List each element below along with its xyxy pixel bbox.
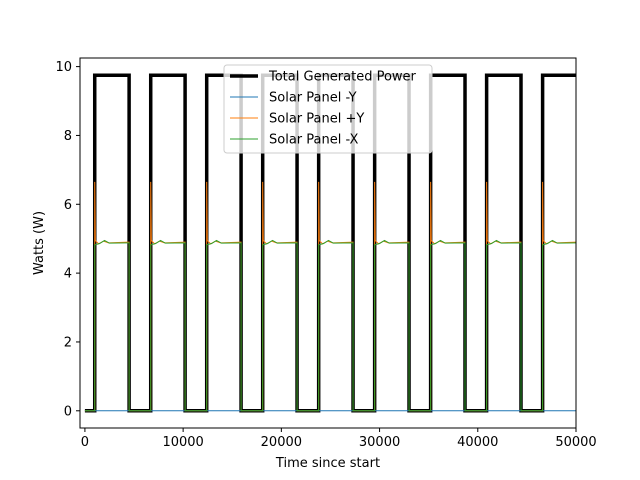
x-tick-label: 40000 — [457, 435, 498, 450]
y-tick-label: 0 — [64, 404, 72, 419]
x-tick-label: 20000 — [261, 435, 302, 450]
series-line-solar-panel-y — [84, 181, 576, 412]
series-line-solar-panel-x — [84, 239, 576, 412]
x-tick-label: 50000 — [555, 435, 596, 450]
legend-entry-label: Solar Panel +Y — [269, 112, 364, 127]
x-tick-label: 10000 — [162, 435, 203, 450]
legend-entry-label: Solar Panel -X — [269, 133, 359, 148]
legend-entry-label: Total Generated Power — [268, 70, 417, 85]
plot-frame — [79, 57, 577, 429]
y-tick-label: 10 — [55, 60, 72, 75]
y-tick-label: 8 — [64, 129, 72, 144]
legend-entry-label: Solar Panel -Y — [269, 91, 357, 106]
y-tick-label: 4 — [64, 267, 72, 282]
y-axis-label: Watts (W) — [32, 211, 47, 275]
legend-box — [223, 64, 433, 154]
y-tick-label: 6 — [64, 198, 72, 213]
y-tick-label: 2 — [64, 335, 72, 350]
x-tick-label: 30000 — [359, 435, 400, 450]
x-axis-label: Time since start — [275, 456, 380, 471]
x-tick-label: 0 — [81, 435, 89, 450]
legend: Total Generated Power Solar Panel -Y Solar… — [223, 64, 433, 154]
